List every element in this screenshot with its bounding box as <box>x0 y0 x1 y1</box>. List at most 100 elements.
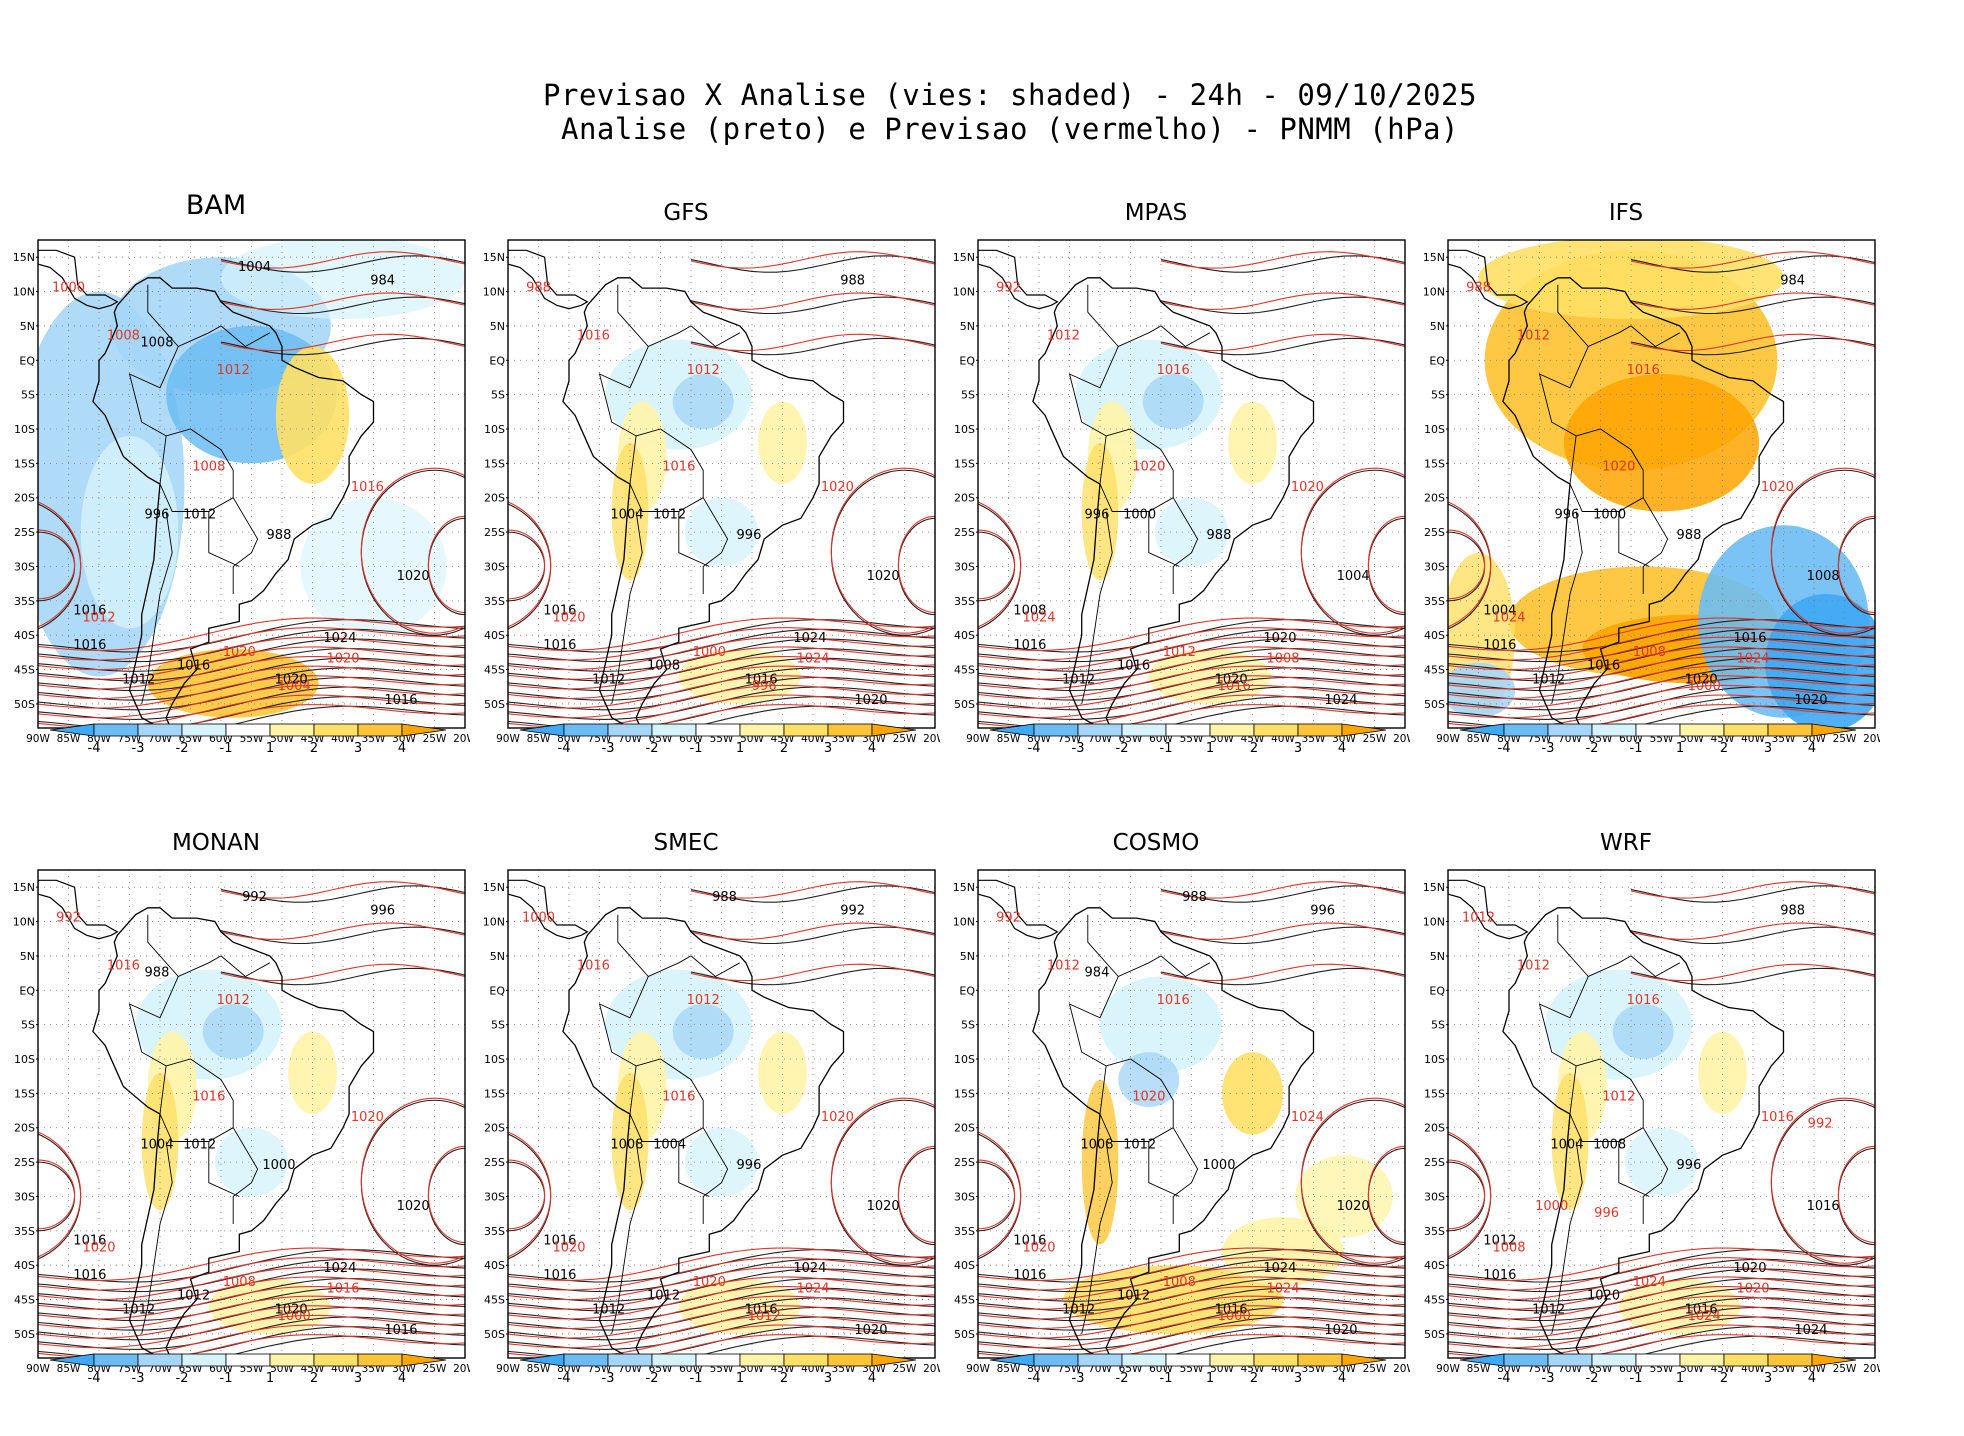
colorbar-tick-label: -1 <box>690 741 703 756</box>
panel-title: IFS <box>1608 200 1644 226</box>
bias-map: 1016 1012 1016 1020 1020 1016 1008 1004 1000 996 9… <box>1423 239 1880 745</box>
country-border <box>1081 1141 1113 1334</box>
country-border <box>611 1141 643 1334</box>
lat-tick-label: 30S <box>1424 1190 1445 1203</box>
lat-tick-label: 40S <box>14 1259 35 1272</box>
country-border <box>232 497 259 594</box>
colorbar-tick-label: 1 <box>736 741 744 756</box>
colorbar-tick-label: 3 <box>1294 741 1302 756</box>
bias-shading <box>1222 1052 1283 1135</box>
analysis-isobar-label: 1024 <box>323 1261 356 1276</box>
colorbar-tick-label: 1 <box>1206 1371 1214 1386</box>
colorbar-tick-label: -3 <box>1072 1371 1085 1386</box>
forecast-isobar-label: 1020 <box>693 1275 726 1290</box>
colorbar-low-arrow <box>49 1353 95 1367</box>
colorbar-tick-label: 3 <box>1764 741 1772 756</box>
lat-tick-label: 30S <box>1424 560 1445 573</box>
lon-tick-label: 20W <box>1393 733 1410 745</box>
map-panel-smec: SMEC 1016 1012 1012 1016 1020 1024 1020 1016 1004… <box>470 830 940 1420</box>
colorbar-high-arrow <box>401 723 447 737</box>
lat-tick-label: 15N <box>953 881 975 894</box>
colorbar-tick-label: 3 <box>824 1371 832 1386</box>
colorbar-tick-label: -2 <box>1116 1371 1129 1386</box>
country-border <box>1148 511 1180 567</box>
analysis-isobar-label: 1000 <box>1123 507 1156 522</box>
lat-tick-label: 5N <box>1430 320 1445 333</box>
forecast-isobar-label: 1020 <box>1761 480 1794 495</box>
forecast-isobar-label: 1016 <box>1157 993 1190 1008</box>
lat-tick-label: 50S <box>14 1328 35 1341</box>
lat-tick-label: 25S <box>484 526 505 539</box>
lat-tick-label: 10N <box>1423 286 1445 299</box>
analysis-isobar-label: 1012 <box>122 672 155 687</box>
country-border <box>617 284 649 347</box>
lon-tick-label: 90W <box>966 1363 990 1375</box>
country-border <box>208 511 240 567</box>
analysis-isobar-label: 1016 <box>1013 638 1046 653</box>
forecast-isobar-label: 1020 <box>1602 459 1635 474</box>
forecast-isobar-label: 1020 <box>1736 1282 1769 1297</box>
colorbar-swatch <box>563 723 609 737</box>
analysis-isobar-label: 1020 <box>1685 672 1718 687</box>
lat-tick-label: EQ <box>1429 354 1445 367</box>
lat-tick-label: 10N <box>1423 916 1445 929</box>
lat-tick-label: 30S <box>484 560 505 573</box>
forecast-isobar-label: 988 <box>526 281 551 296</box>
colorbar: -4 -3 -2 -1 1 2 3 4 <box>519 1353 917 1386</box>
lat-tick-label: 35S <box>484 595 505 608</box>
lat-tick-label: 20S <box>1424 1122 1445 1135</box>
analysis-isobar-label: 1020 <box>854 1323 887 1338</box>
forecast-isobar-label: 1020 <box>1291 480 1324 495</box>
forecast-isobar-label: 996 <box>752 679 777 694</box>
analysis-isobar-label: 1012 <box>122 1302 155 1317</box>
bias-map: 1016101210121020101610241020101610121004… <box>13 869 470 1375</box>
analysis-isobar-label: 1012 <box>183 507 216 522</box>
lat-tick-label: 35S <box>1424 595 1445 608</box>
forecast-isobar-label: 1024 <box>1266 1282 1299 1297</box>
forecast-isobar-label: 1012 <box>687 363 720 378</box>
colorbar-tick-label: 1 <box>1676 741 1684 756</box>
analysis-isobar-label: 988 <box>840 274 865 289</box>
south-america-coastline <box>562 907 845 1358</box>
colorbar-swatch <box>783 723 829 737</box>
country-border <box>702 497 729 594</box>
colorbar-tick-label: 4 <box>398 1371 406 1386</box>
lon-tick-label: 25W <box>1833 733 1857 745</box>
south-america-coastline <box>92 277 375 728</box>
lat-tick-label: 10S <box>484 423 505 436</box>
country-border <box>208 1141 240 1197</box>
forecast-isobar-label: 1016 <box>577 959 610 974</box>
bias-map: 1016101210161020102410201004100810009969… <box>953 239 1410 745</box>
central-america-coastline <box>1448 249 1529 310</box>
lon-tick-label: 85W <box>1467 1363 1491 1375</box>
bias-shading <box>672 1004 734 1060</box>
bias-shading <box>1698 1031 1747 1114</box>
bias-shading <box>678 1278 801 1334</box>
colorbar-swatch <box>651 723 697 737</box>
analysis-isobar-label: 1008 <box>1807 569 1840 584</box>
colorbar-tick-label: -4 <box>88 1371 101 1386</box>
country-border <box>141 1141 173 1334</box>
colorbar-tick-label: 3 <box>354 1371 362 1386</box>
country-border <box>617 914 649 977</box>
colorbar-high-arrow <box>1341 1353 1387 1367</box>
forecast-isobar-label: 1008 <box>1163 1275 1196 1290</box>
lat-tick-label: 5N <box>960 950 975 963</box>
lon-tick-label: 25W <box>1833 1363 1857 1375</box>
colorbar-tick-label: -3 <box>132 741 145 756</box>
analysis-isobar-label: 1016 <box>1215 1302 1248 1317</box>
bias-map: 1016101210121016102010241020101610121008… <box>953 869 1410 1375</box>
colorbar-swatch <box>269 723 315 737</box>
lat-tick-label: 25S <box>14 1156 35 1169</box>
south-america-coastline <box>1502 277 1785 728</box>
analysis-isobar-label: 1016 <box>1483 638 1516 653</box>
lat-tick-label: 15S <box>484 1087 505 1100</box>
forecast-isobar-label: 1024 <box>796 652 829 667</box>
lat-tick-label: 5N <box>20 320 35 333</box>
lat-tick-label: 45S <box>1424 664 1445 677</box>
forecast-isobar-label: 1008 <box>1633 645 1666 660</box>
colorbar-tick-label: 4 <box>868 1371 876 1386</box>
colorbar-swatch <box>225 723 271 737</box>
lat-tick-label: 40S <box>954 1259 975 1272</box>
forecast-isobar-label: 1008 <box>192 459 225 474</box>
